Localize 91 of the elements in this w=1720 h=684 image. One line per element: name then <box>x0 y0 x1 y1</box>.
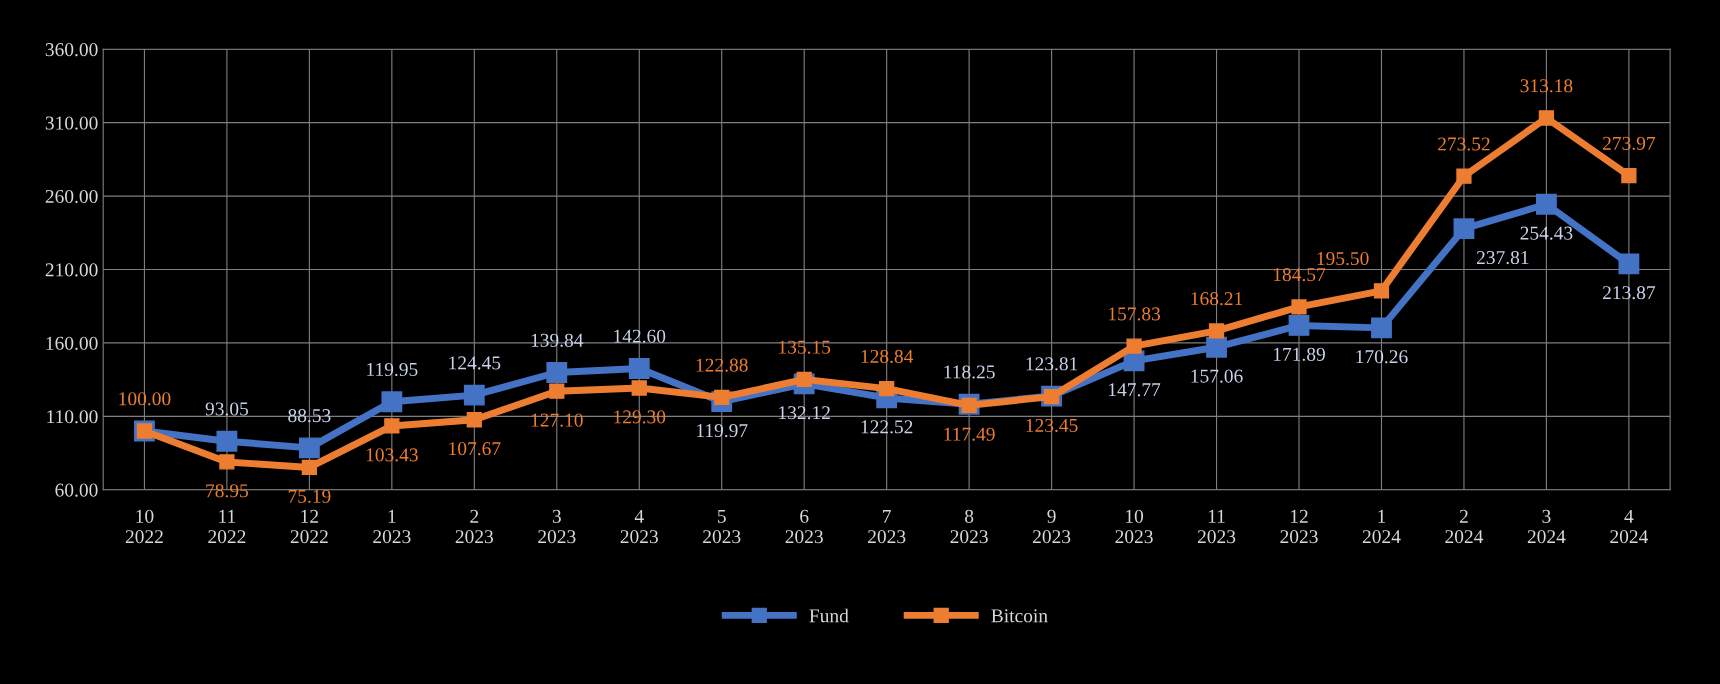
x-tick-label: 5 2023 <box>703 509 741 544</box>
y-tick-label: 210.00 <box>45 263 98 277</box>
data-label: 122.52 <box>861 420 913 434</box>
y-tick-label: 310.00 <box>45 116 98 130</box>
x-tick-label: 9 2023 <box>1033 509 1071 544</box>
data-label: 213.87 <box>1603 286 1656 300</box>
point <box>631 380 647 396</box>
data-label: 273.97 <box>1603 136 1656 150</box>
x-tick-label: 4 2024 <box>1610 509 1649 544</box>
data-label: 103.43 <box>366 448 418 462</box>
x-tick-label: 8 2023 <box>950 509 988 544</box>
point <box>219 454 235 470</box>
point <box>298 437 320 459</box>
point <box>1456 168 1472 184</box>
x-tick-label: 1 2024 <box>1362 509 1401 544</box>
data-label: 88.53 <box>288 409 331 423</box>
data-label: 124.45 <box>449 356 501 370</box>
data-label: 122.88 <box>696 358 748 372</box>
point <box>546 362 568 383</box>
x-tick-label: 11 2022 <box>208 509 246 544</box>
point <box>1208 323 1225 339</box>
data-label: 170.26 <box>1356 350 1408 364</box>
data-label: 75.19 <box>288 489 331 503</box>
legend-label: Bitcoin <box>991 609 1048 623</box>
data-label: 195.50 <box>1317 251 1369 266</box>
data-label: 147.77 <box>1109 383 1161 397</box>
data-label: 142.60 <box>614 329 666 343</box>
point <box>301 459 318 476</box>
data-label: 128.84 <box>861 349 914 364</box>
data-label: 129.30 <box>614 410 666 424</box>
data-label: 78.95 <box>206 484 249 498</box>
x-tick-label: 4 2023 <box>620 509 658 544</box>
point <box>381 391 403 413</box>
data-label: 107.67 <box>449 442 501 456</box>
data-label: 119.95 <box>367 362 418 377</box>
data-label: 254.43 <box>1520 226 1573 240</box>
point <box>384 418 400 434</box>
data-label: 139.84 <box>531 333 584 347</box>
point <box>466 412 482 428</box>
point <box>1288 315 1310 336</box>
data-label: 157.06 <box>1191 369 1243 383</box>
x-tick-label: 6 2023 <box>785 509 823 544</box>
legend-label: Fund <box>809 608 849 623</box>
data-label: 184.57 <box>1273 268 1326 282</box>
point <box>1618 253 1640 275</box>
data-label: 157.83 <box>1109 307 1161 321</box>
data-label: 132.12 <box>779 406 830 420</box>
data-label: 273.52 <box>1438 137 1490 151</box>
point <box>1621 167 1637 184</box>
data-label: 135.15 <box>779 340 831 354</box>
x-tick-label: 12 2023 <box>1280 509 1318 544</box>
x-tick-label: 2 2024 <box>1445 509 1484 544</box>
data-label: 123.45 <box>1026 418 1078 433</box>
x-tick-label: 10 2023 <box>1115 509 1153 544</box>
data-label: 171.89 <box>1273 347 1325 361</box>
y-tick-label: 60.00 <box>55 483 98 497</box>
y-tick-label: 260.00 <box>45 189 98 204</box>
point <box>463 384 485 406</box>
x-tick-label: 11 2023 <box>1197 509 1236 544</box>
x-tick-label: 3 2024 <box>1527 509 1566 544</box>
data-label: 93.05 <box>205 402 249 416</box>
data-label: 168.21 <box>1191 292 1243 306</box>
data-label: 118.25 <box>944 365 995 379</box>
point <box>1206 336 1227 358</box>
x-tick-label: 7 2023 <box>868 509 906 544</box>
data-label: 123.81 <box>1026 357 1078 371</box>
point <box>1373 283 1390 299</box>
data-label: 117.49 <box>944 427 995 441</box>
x-tick-label: 12 2022 <box>290 509 328 544</box>
point <box>1538 110 1555 126</box>
data-label: 237.81 <box>1476 250 1529 265</box>
x-tick-label: 2 2023 <box>455 509 493 544</box>
data-label: 127.10 <box>531 413 583 427</box>
point <box>1371 317 1392 339</box>
y-tick-label: 360.00 <box>45 43 98 57</box>
x-tick-label: 3 2023 <box>538 509 576 544</box>
point <box>879 381 895 397</box>
data-label: 100.00 <box>119 392 171 406</box>
point <box>216 430 238 452</box>
point <box>1535 193 1557 215</box>
y-tick-label: 160.00 <box>46 336 98 350</box>
x-tick-label: 1 2023 <box>373 509 411 544</box>
x-tick-label: 10 2022 <box>125 509 163 544</box>
data-label: 313.18 <box>1520 79 1573 93</box>
point <box>1453 218 1475 240</box>
point <box>628 358 650 379</box>
data-label: 119.97 <box>697 424 748 438</box>
point <box>1126 338 1142 354</box>
point <box>549 383 565 399</box>
point <box>1291 299 1307 315</box>
y-tick-label: 110.00 <box>47 410 98 424</box>
